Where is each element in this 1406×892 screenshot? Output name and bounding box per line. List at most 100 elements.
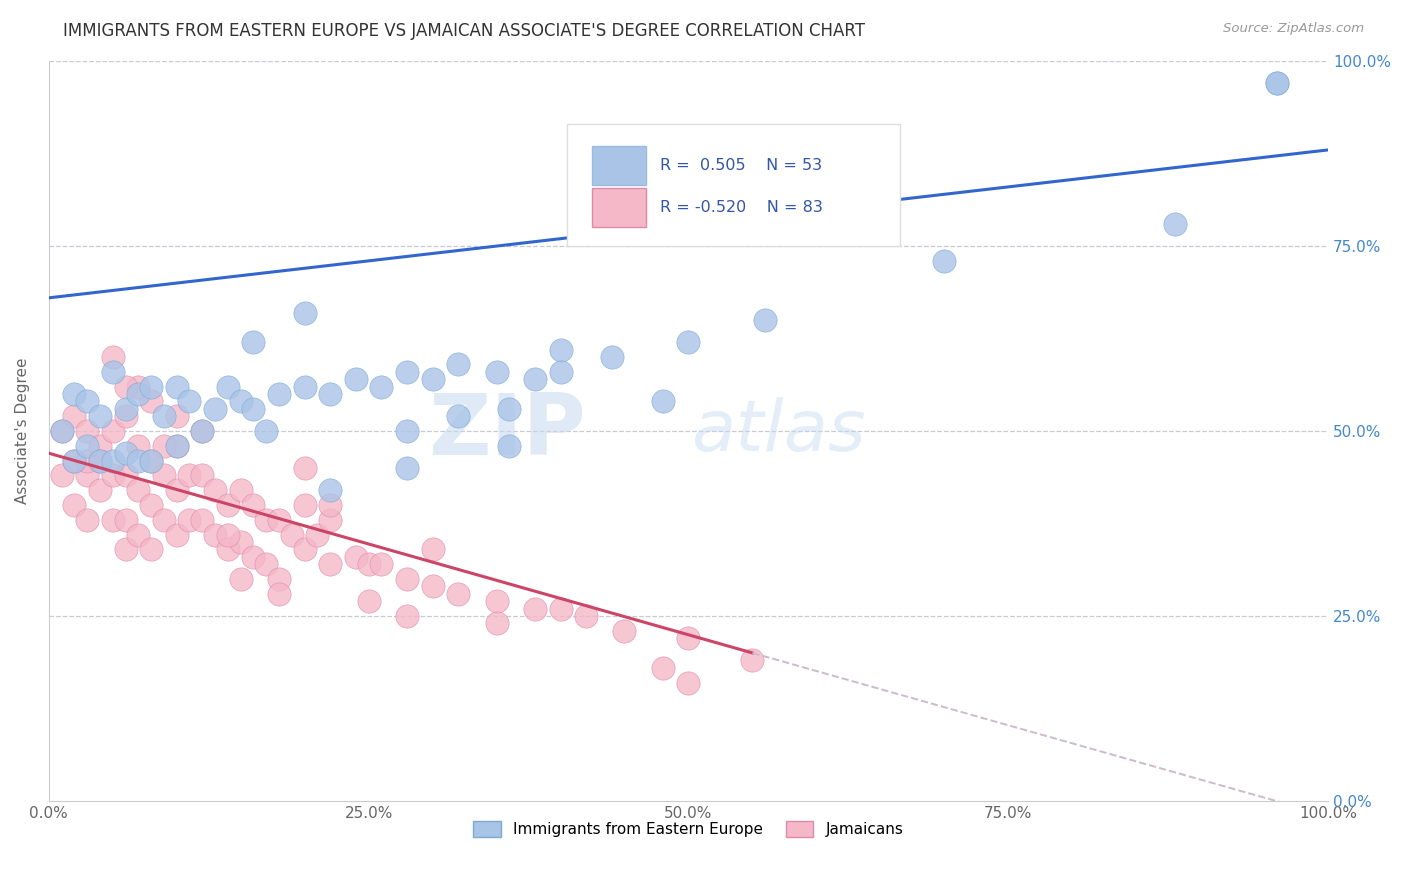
- Point: [114, 409, 136, 424]
- Point: [678, 631, 700, 645]
- Point: [89, 483, 111, 498]
- Point: [217, 379, 239, 393]
- Point: [127, 483, 149, 498]
- Point: [242, 498, 264, 512]
- Text: R =  0.505    N = 53: R = 0.505 N = 53: [661, 158, 823, 173]
- Point: [114, 401, 136, 416]
- Point: [395, 609, 418, 624]
- Point: [447, 409, 470, 424]
- Point: [267, 387, 290, 401]
- Point: [217, 498, 239, 512]
- Y-axis label: Associate's Degree: Associate's Degree: [15, 358, 30, 504]
- Point: [101, 424, 124, 438]
- Point: [153, 439, 176, 453]
- Point: [166, 527, 188, 541]
- Legend: Immigrants from Eastern Europe, Jamaicans: Immigrants from Eastern Europe, Jamaican…: [465, 814, 911, 845]
- Point: [242, 335, 264, 350]
- Point: [139, 379, 162, 393]
- Point: [319, 387, 342, 401]
- Point: [139, 453, 162, 467]
- Point: [139, 542, 162, 557]
- Point: [651, 394, 673, 409]
- Point: [89, 409, 111, 424]
- Point: [76, 468, 98, 483]
- Point: [550, 343, 572, 357]
- Point: [294, 542, 316, 557]
- Point: [127, 387, 149, 401]
- Point: [89, 453, 111, 467]
- Point: [191, 513, 214, 527]
- Point: [191, 424, 214, 438]
- Point: [498, 439, 520, 453]
- Point: [204, 483, 226, 498]
- Point: [51, 468, 73, 483]
- Point: [76, 424, 98, 438]
- Point: [307, 527, 329, 541]
- Point: [229, 483, 252, 498]
- Point: [370, 379, 392, 393]
- Point: [101, 453, 124, 467]
- Point: [294, 498, 316, 512]
- Point: [76, 439, 98, 453]
- Point: [76, 394, 98, 409]
- Point: [63, 387, 86, 401]
- Point: [127, 527, 149, 541]
- Point: [281, 527, 304, 541]
- Text: atlas: atlas: [690, 397, 865, 466]
- Point: [127, 379, 149, 393]
- Point: [114, 513, 136, 527]
- Point: [179, 394, 201, 409]
- Point: [127, 439, 149, 453]
- Point: [523, 372, 546, 386]
- FancyBboxPatch shape: [567, 124, 900, 246]
- Point: [395, 572, 418, 586]
- Point: [166, 483, 188, 498]
- Point: [63, 498, 86, 512]
- Point: [319, 557, 342, 571]
- Point: [1163, 217, 1185, 231]
- Point: [575, 609, 598, 624]
- Point: [139, 394, 162, 409]
- Point: [76, 453, 98, 467]
- Point: [254, 513, 277, 527]
- Point: [267, 513, 290, 527]
- Point: [166, 409, 188, 424]
- Point: [498, 401, 520, 416]
- Point: [447, 587, 470, 601]
- Point: [395, 461, 418, 475]
- Point: [485, 365, 508, 379]
- Point: [153, 409, 176, 424]
- Point: [319, 483, 342, 498]
- Point: [485, 616, 508, 631]
- Point: [294, 306, 316, 320]
- Point: [166, 439, 188, 453]
- Point: [153, 513, 176, 527]
- Point: [101, 513, 124, 527]
- Point: [51, 424, 73, 438]
- Point: [319, 513, 342, 527]
- Point: [114, 379, 136, 393]
- Point: [89, 453, 111, 467]
- Point: [191, 468, 214, 483]
- Point: [229, 572, 252, 586]
- Point: [51, 424, 73, 438]
- FancyBboxPatch shape: [592, 146, 647, 185]
- Point: [127, 453, 149, 467]
- Point: [63, 453, 86, 467]
- Point: [139, 453, 162, 467]
- Point: [357, 594, 380, 608]
- Point: [600, 350, 623, 364]
- Point: [294, 379, 316, 393]
- Point: [294, 461, 316, 475]
- Point: [242, 549, 264, 564]
- Point: [678, 335, 700, 350]
- Point: [89, 439, 111, 453]
- Point: [678, 675, 700, 690]
- Point: [204, 527, 226, 541]
- Point: [550, 365, 572, 379]
- Text: ZIP: ZIP: [429, 390, 586, 473]
- Point: [179, 468, 201, 483]
- Point: [101, 468, 124, 483]
- Point: [139, 498, 162, 512]
- Point: [370, 557, 392, 571]
